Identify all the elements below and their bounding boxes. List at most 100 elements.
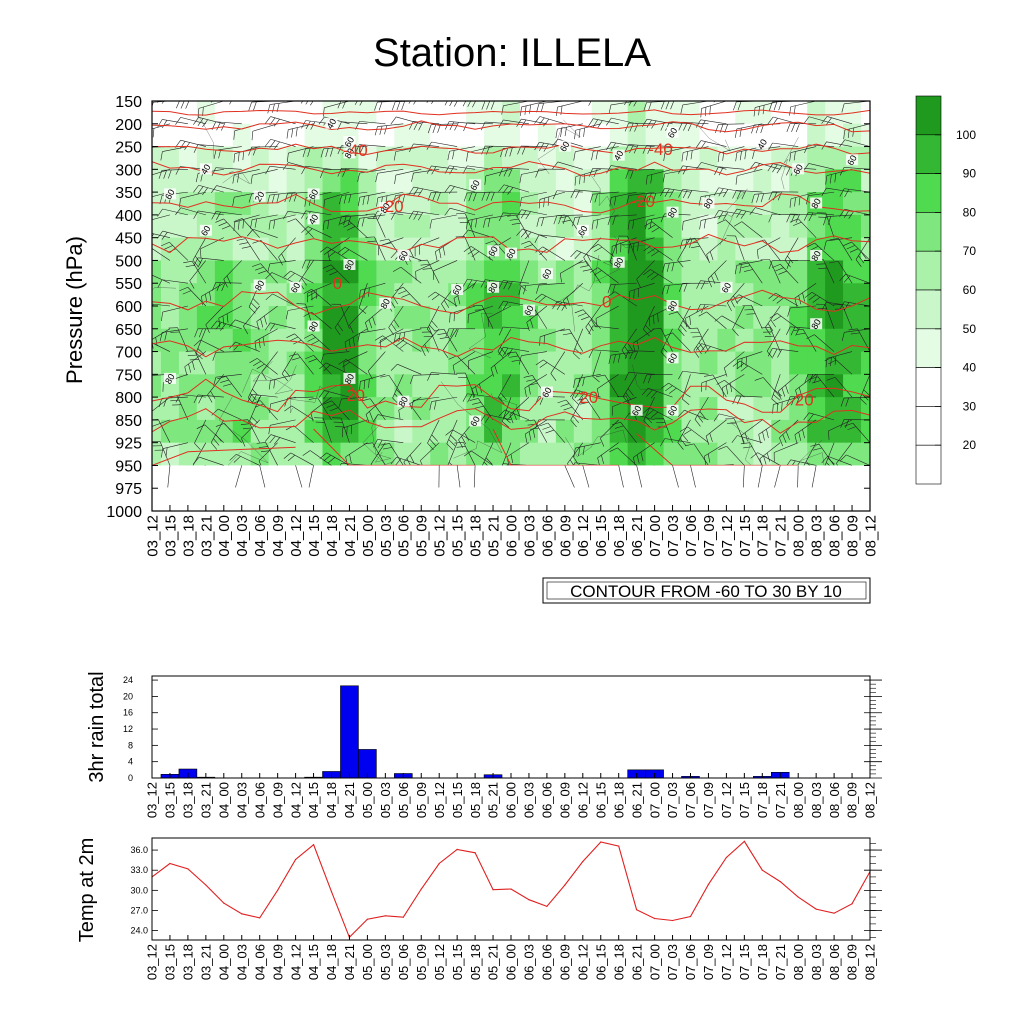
- wind-barb: [664, 169, 691, 175]
- wind-barb: [341, 167, 368, 170]
- humidity-contour-line: [537, 119, 581, 175]
- humidity-contour-label: 80: [666, 299, 680, 313]
- wind-barb-flag: [608, 355, 612, 364]
- humidity-cell: [627, 442, 647, 467]
- humidity-cell: [376, 419, 395, 444]
- wind-barb-flag: [644, 221, 653, 227]
- humidity-cell: [825, 442, 844, 467]
- wind-barb-flag: [532, 428, 536, 438]
- humidity-cell: [663, 169, 683, 193]
- wind-barb-flag: [158, 398, 163, 407]
- wind-barb: [270, 214, 296, 222]
- wind-barb: [779, 419, 799, 439]
- wind-barb: [260, 263, 278, 284]
- wind-barb-flag: [318, 390, 325, 398]
- wind-barb-flag: [769, 101, 773, 111]
- wind-barb: [331, 400, 350, 421]
- wind-barb-flag: [163, 170, 167, 179]
- wind-barb-flag: [535, 359, 544, 366]
- humidity-cell: [358, 374, 377, 398]
- humidity-cell: [304, 283, 324, 307]
- wind-barb-flag: [216, 211, 221, 221]
- wind-barb: [834, 377, 853, 398]
- wind-barb-flag: [157, 230, 163, 239]
- humidity-cell: [699, 442, 719, 467]
- contour-label-bg: [397, 395, 410, 407]
- wind-barb: [621, 328, 637, 351]
- wind-barb: [737, 169, 763, 177]
- wind-barb-flag: [700, 108, 702, 118]
- wind-barb-flag: [785, 431, 790, 440]
- wind-barb-flag: [498, 409, 506, 417]
- wind-barb-flag: [839, 167, 845, 176]
- contour-label-bg: [199, 163, 212, 175]
- wind-barb: [236, 454, 260, 466]
- wind-barb-flag: [329, 271, 338, 276]
- humidity-cell: [735, 374, 754, 398]
- humidity-cell: [771, 306, 790, 330]
- wind-barb-flag: [825, 117, 832, 126]
- humidity-cell: [717, 123, 736, 148]
- time-tick-label: 08_06: [827, 944, 842, 980]
- humidity-cell: [430, 123, 449, 148]
- wind-barb: [295, 465, 303, 488]
- wind-barb-flag: [556, 301, 563, 310]
- time-tick-label: 03_15: [163, 944, 178, 980]
- temp-point: [725, 856, 728, 859]
- humidity-cell: [537, 306, 557, 330]
- wind-barb-flag: [378, 338, 387, 344]
- wind-barb-flag: [541, 217, 544, 227]
- humidity-cell: [519, 169, 539, 193]
- colorbar-swatch: [915, 134, 942, 174]
- wind-barb: [560, 260, 583, 274]
- wind-barb-flag: [359, 381, 361, 391]
- humidity-cell: [448, 306, 467, 330]
- time-tick-label: 05_09: [414, 944, 429, 980]
- rain-axis-label: 3hr rain total: [86, 671, 108, 782]
- wind-barb-flag: [261, 371, 267, 380]
- wind-barb: [837, 261, 853, 284]
- wind-barb-flag: [592, 119, 599, 128]
- wind-barb-flag: [390, 116, 397, 125]
- humidity-cell: [555, 397, 575, 421]
- wind-barb: [428, 327, 440, 352]
- wind-barb-flag: [359, 144, 365, 154]
- wind-barb-flag: [413, 101, 417, 105]
- wind-barb: [583, 237, 601, 258]
- wind-barb-flag: [735, 152, 738, 162]
- humidity-cell: [196, 328, 216, 353]
- wind-barb: [252, 169, 278, 176]
- humidity-cell: [430, 101, 449, 125]
- humidity-cell: [160, 260, 180, 284]
- wind-barb-flag: [776, 297, 784, 304]
- wind-barb-flag: [678, 328, 685, 337]
- time-tick-label: 04_09: [270, 944, 285, 980]
- wind-barb-flag: [442, 350, 449, 359]
- temp-point: [797, 896, 799, 898]
- humidity-cell: [681, 351, 701, 375]
- humidity-cell: [160, 169, 180, 193]
- wind-barb: [557, 101, 583, 108]
- wind-barb-flag: [669, 189, 675, 198]
- humidity-cell: [232, 214, 252, 239]
- humidity-cell: [771, 123, 790, 148]
- wind-barb: [772, 142, 799, 147]
- wind-barb: [620, 421, 637, 443]
- wind-barb-flag: [263, 315, 267, 325]
- humidity-cell: [304, 101, 324, 125]
- humidity-cell: [286, 328, 306, 353]
- wind-barb-flag: [342, 361, 351, 368]
- humidity-contour-label: 20: [253, 190, 267, 204]
- wind-barb-flag: [450, 434, 458, 442]
- humidity-cell: [717, 419, 736, 444]
- wind-barb: [610, 141, 637, 147]
- wind-barb-flag: [486, 101, 490, 110]
- wind-barb-flag: [494, 365, 498, 374]
- wind-barb-flag: [751, 194, 755, 204]
- wind-barb: [648, 387, 673, 398]
- humidity-cell: [645, 283, 665, 307]
- wind-barb-flag: [260, 450, 270, 452]
- wind-barb-flag: [646, 119, 652, 128]
- wind-barb-flag: [413, 211, 419, 220]
- wind-barb: [827, 116, 853, 125]
